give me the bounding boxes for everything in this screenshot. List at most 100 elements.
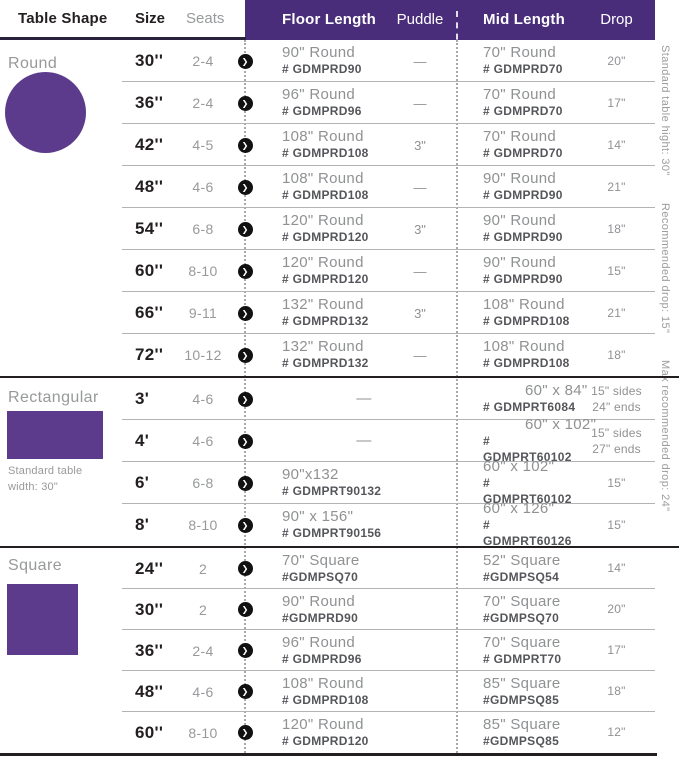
round-shape-icon (5, 72, 86, 153)
seats-value: 9-11 (188, 305, 218, 321)
drop-value: 21" (607, 305, 626, 320)
puddle-value: — (413, 53, 427, 69)
floor-length-part-number: # GDMPRD96 (282, 104, 362, 119)
drop-value: 12" (607, 725, 626, 740)
section-label-square: Square (8, 557, 62, 574)
floor-length-size: 90"x132 (282, 466, 339, 484)
floor-length-size: 108" Round (282, 674, 364, 692)
arrow-icon: ❯ (237, 433, 253, 449)
mid-length-part-number: # GDMPRD90 (483, 188, 563, 203)
floor-length-cell: 96" Round # GDMPRD96 (262, 634, 382, 668)
floor-length-part-number: # GDMPRT90156 (282, 526, 382, 541)
column-header-size: Size (135, 10, 166, 27)
floor-length-size: 120" Round (282, 254, 364, 272)
drop-value: 15" (607, 475, 626, 490)
size-value: 60'' (135, 261, 164, 280)
drop-value: 18" (607, 684, 626, 699)
arrow-cell: ❯ (228, 684, 262, 699)
table-row: 36'' 2-4 ❯ 96" Round # GDMPRD96 — 70" Ro… (0, 82, 657, 124)
arrow-icon: ❯ (237, 725, 253, 740)
floor-length-size: 132" Round (282, 338, 364, 356)
note-max-drop: Max recommended drop: 24" (659, 360, 671, 512)
mid-length-cell: 52" Square #GDMPSQ54 (458, 552, 578, 586)
arrow-icon: ❯ (237, 347, 253, 363)
arrow-icon: ❯ (237, 137, 253, 153)
purple-header-bar: Floor Length Puddle Mid Length Drop (245, 0, 655, 51)
table-row: 48'' 4-6 ❯ 108" Round # GDMPRD108 — 90" … (0, 166, 657, 208)
mid-length-part-number: # GDMPRD108 (483, 356, 570, 371)
floor-length-part-number: # GDMPRD120 (282, 733, 369, 748)
drop-value: 21" (607, 179, 626, 194)
mid-length-size: 60" x 102" (525, 416, 597, 434)
section-label-rectangular: Rectangular (8, 389, 99, 406)
mid-length-size: 70" Round (483, 86, 557, 104)
floor-length-size: 108" Round (282, 128, 364, 146)
section-square: Square 24'' 2 ❯ 70" Square #GDMPSQ70 52"… (0, 546, 679, 753)
mid-length-part-number: # GDMPRD108 (483, 314, 570, 329)
mid-length-part-number: # GDMPRD90 (483, 272, 563, 287)
note-recommended-drop: Recommended drop: 15" (659, 202, 671, 334)
size-value: 36'' (135, 93, 164, 112)
mid-length-cell: 90" Round # GDMPRD90 (458, 254, 578, 288)
mid-length-size: 60" x 102" (483, 458, 555, 476)
mid-length-cell: 85" Square #GDMPSQ85 (458, 675, 578, 709)
floor-length-cell: 90" Round #GDMPRD90 (262, 593, 382, 627)
rectangular-caption: Standard table width: 30" (8, 465, 83, 493)
floor-length-part-number: # GDMPRD108 (282, 146, 369, 161)
drop-value: 18" (607, 347, 626, 362)
puddle-value: 3" (414, 305, 426, 321)
size-value: 42'' (135, 135, 164, 154)
table-row: 54'' 6-8 ❯ 120" Round # GDMPRD120 3" 90"… (0, 208, 657, 250)
arrow-icon: ❯ (237, 221, 253, 237)
size-value: 30'' (135, 51, 164, 70)
size-value: 8' (135, 515, 150, 534)
mid-length-cell: 90" Round # GDMPRD90 (458, 170, 578, 204)
mid-length-size: 60" x 84" (525, 382, 588, 400)
mid-length-cell: 90" Round # GDMPRD90 (458, 212, 578, 246)
drop-value: 14" (607, 137, 626, 152)
floor-length-size: 108" Round (282, 170, 364, 188)
column-header-drop: Drop (600, 11, 633, 28)
section-round: Round 30'' 2-4 ❯ 90" Round # GDMPRD90 — … (0, 40, 679, 376)
header-dashed-divider (456, 11, 458, 51)
arrow-cell: ❯ (228, 602, 262, 617)
arrow-cell: ❯ (228, 221, 262, 237)
drop-value: 18" (607, 221, 626, 236)
mid-length-size: 85" Square (483, 715, 561, 733)
arrow-cell: ❯ (228, 53, 262, 69)
table-row: 30'' 2-4 ❯ 90" Round # GDMPRD90 — 70" Ro… (0, 40, 657, 82)
floor-length-part-number: # GDMPRD120 (282, 230, 369, 245)
seats-value: 4-6 (192, 391, 214, 407)
size-value: 6' (135, 473, 150, 492)
floor-length-cell: 90" x 156" # GDMPRT90156 (262, 508, 382, 542)
square-shape-icon (7, 584, 78, 655)
seats-value: 2 (198, 560, 208, 577)
arrow-cell: ❯ (228, 517, 262, 533)
arrow-icon: ❯ (237, 517, 253, 533)
mid-length-part-number: #GDMPSQ54 (483, 569, 560, 584)
mid-length-size: 70" Round (483, 44, 557, 62)
size-value: 24'' (135, 558, 164, 578)
floor-length-part-number: # GDMPRD120 (282, 272, 369, 287)
floor-length-cell: 108" Round # GDMPRD108 (262, 128, 382, 162)
floor-length-cell: 90"x132 # GDMPRT90132 (262, 466, 382, 500)
mid-length-part-number: # GDMPRT6084 (483, 400, 576, 415)
rectangle-shape-icon (7, 411, 103, 459)
mid-length-cell: 108" Round # GDMPRD108 (458, 338, 578, 372)
arrow-cell: ❯ (228, 475, 262, 491)
section-label-round: Round (8, 55, 58, 72)
floor-length-cell: 108" Round # GDMPRD108 (262, 170, 382, 204)
column-header-seats: Seats (186, 10, 225, 27)
floor-length-size: — (356, 432, 372, 449)
floor-length-size: 132" Round (282, 296, 364, 314)
mid-length-cell: 60" x 84" # GDMPRT6084 (458, 382, 587, 416)
drop-value: 20" (607, 53, 626, 68)
drop-value: 15" (607, 263, 626, 278)
mid-length-size: 70" Square (483, 592, 561, 610)
floor-length-size: 120" Round (282, 715, 364, 733)
mid-length-cell: 70" Round # GDMPRD70 (458, 44, 578, 78)
mid-length-cell: 60" x 126" # GDMPRT60126 (458, 500, 578, 549)
puddle-value: 3" (414, 221, 426, 237)
mid-length-cell: 70" Round # GDMPRD70 (458, 128, 578, 162)
size-value: 4' (135, 431, 150, 450)
